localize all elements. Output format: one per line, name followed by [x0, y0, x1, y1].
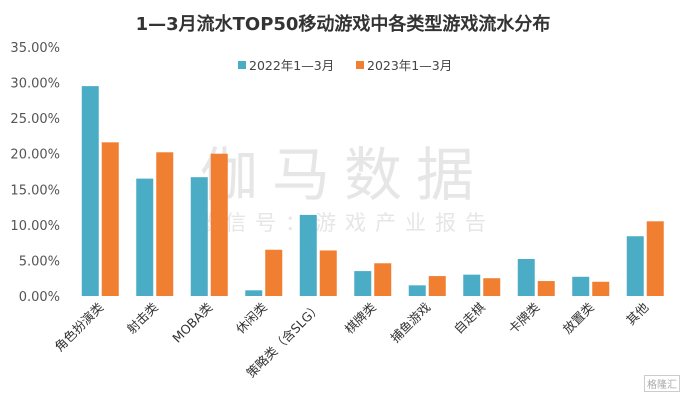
- bar-2023: [319, 250, 337, 296]
- y-tick-label: 35.00%: [10, 41, 60, 56]
- bar-2023: [265, 249, 283, 296]
- legend-label: 2022年1—3月: [249, 58, 334, 73]
- bar-2022: [463, 274, 481, 296]
- bar-2023: [537, 281, 555, 296]
- bar-2023: [483, 278, 501, 296]
- x-tick-label: 放置类: [560, 299, 597, 336]
- x-tick-label: 休闲类: [233, 299, 270, 336]
- x-tick-label: 其他: [623, 299, 652, 328]
- bar-2023: [374, 263, 392, 296]
- x-tick-label: 捕鱼游戏: [387, 300, 433, 346]
- x-tick-label: 棋牌类: [342, 299, 379, 336]
- legend-swatch: [238, 61, 246, 69]
- bar-2023: [646, 221, 664, 296]
- bar-2023: [101, 142, 119, 296]
- y-tick-label: 0.00%: [19, 290, 60, 305]
- bar-2022: [408, 285, 426, 296]
- y-tick-label: 10.00%: [10, 219, 60, 234]
- legend-label: 2023年1—3月: [367, 58, 452, 73]
- x-tick-label: MOBA类: [169, 299, 215, 345]
- bar-2022: [245, 290, 263, 296]
- y-tick-label: 25.00%: [10, 112, 60, 127]
- x-tick-label: 角色扮演类: [52, 299, 107, 354]
- logo: 格隆汇: [644, 375, 680, 392]
- y-tick-label: 20.00%: [10, 148, 60, 163]
- bar-2022: [136, 178, 154, 296]
- bar-2022: [190, 177, 208, 296]
- bar-2022: [626, 236, 644, 296]
- x-tick-label: 卡牌类: [505, 299, 542, 336]
- bar-2022: [517, 259, 535, 296]
- bar-2023: [428, 276, 446, 296]
- legend-swatch: [356, 61, 364, 69]
- bar-2022: [572, 276, 590, 296]
- bar-2023: [210, 153, 228, 296]
- bar-2022: [81, 86, 99, 296]
- y-tick-label: 5.00%: [19, 254, 60, 269]
- y-tick-label: 15.00%: [10, 183, 60, 198]
- x-tick-label: 射击类: [124, 299, 161, 336]
- bar-2023: [156, 152, 174, 296]
- bar-2023: [592, 281, 610, 296]
- x-tick-label: 自走棋: [451, 299, 488, 336]
- y-tick-label: 30.00%: [10, 77, 60, 92]
- bar-2022: [354, 271, 372, 296]
- bar-2022: [299, 214, 317, 296]
- chart-title: 1—3月流水TOP50移动游戏中各类型游戏流水分布: [135, 14, 551, 35]
